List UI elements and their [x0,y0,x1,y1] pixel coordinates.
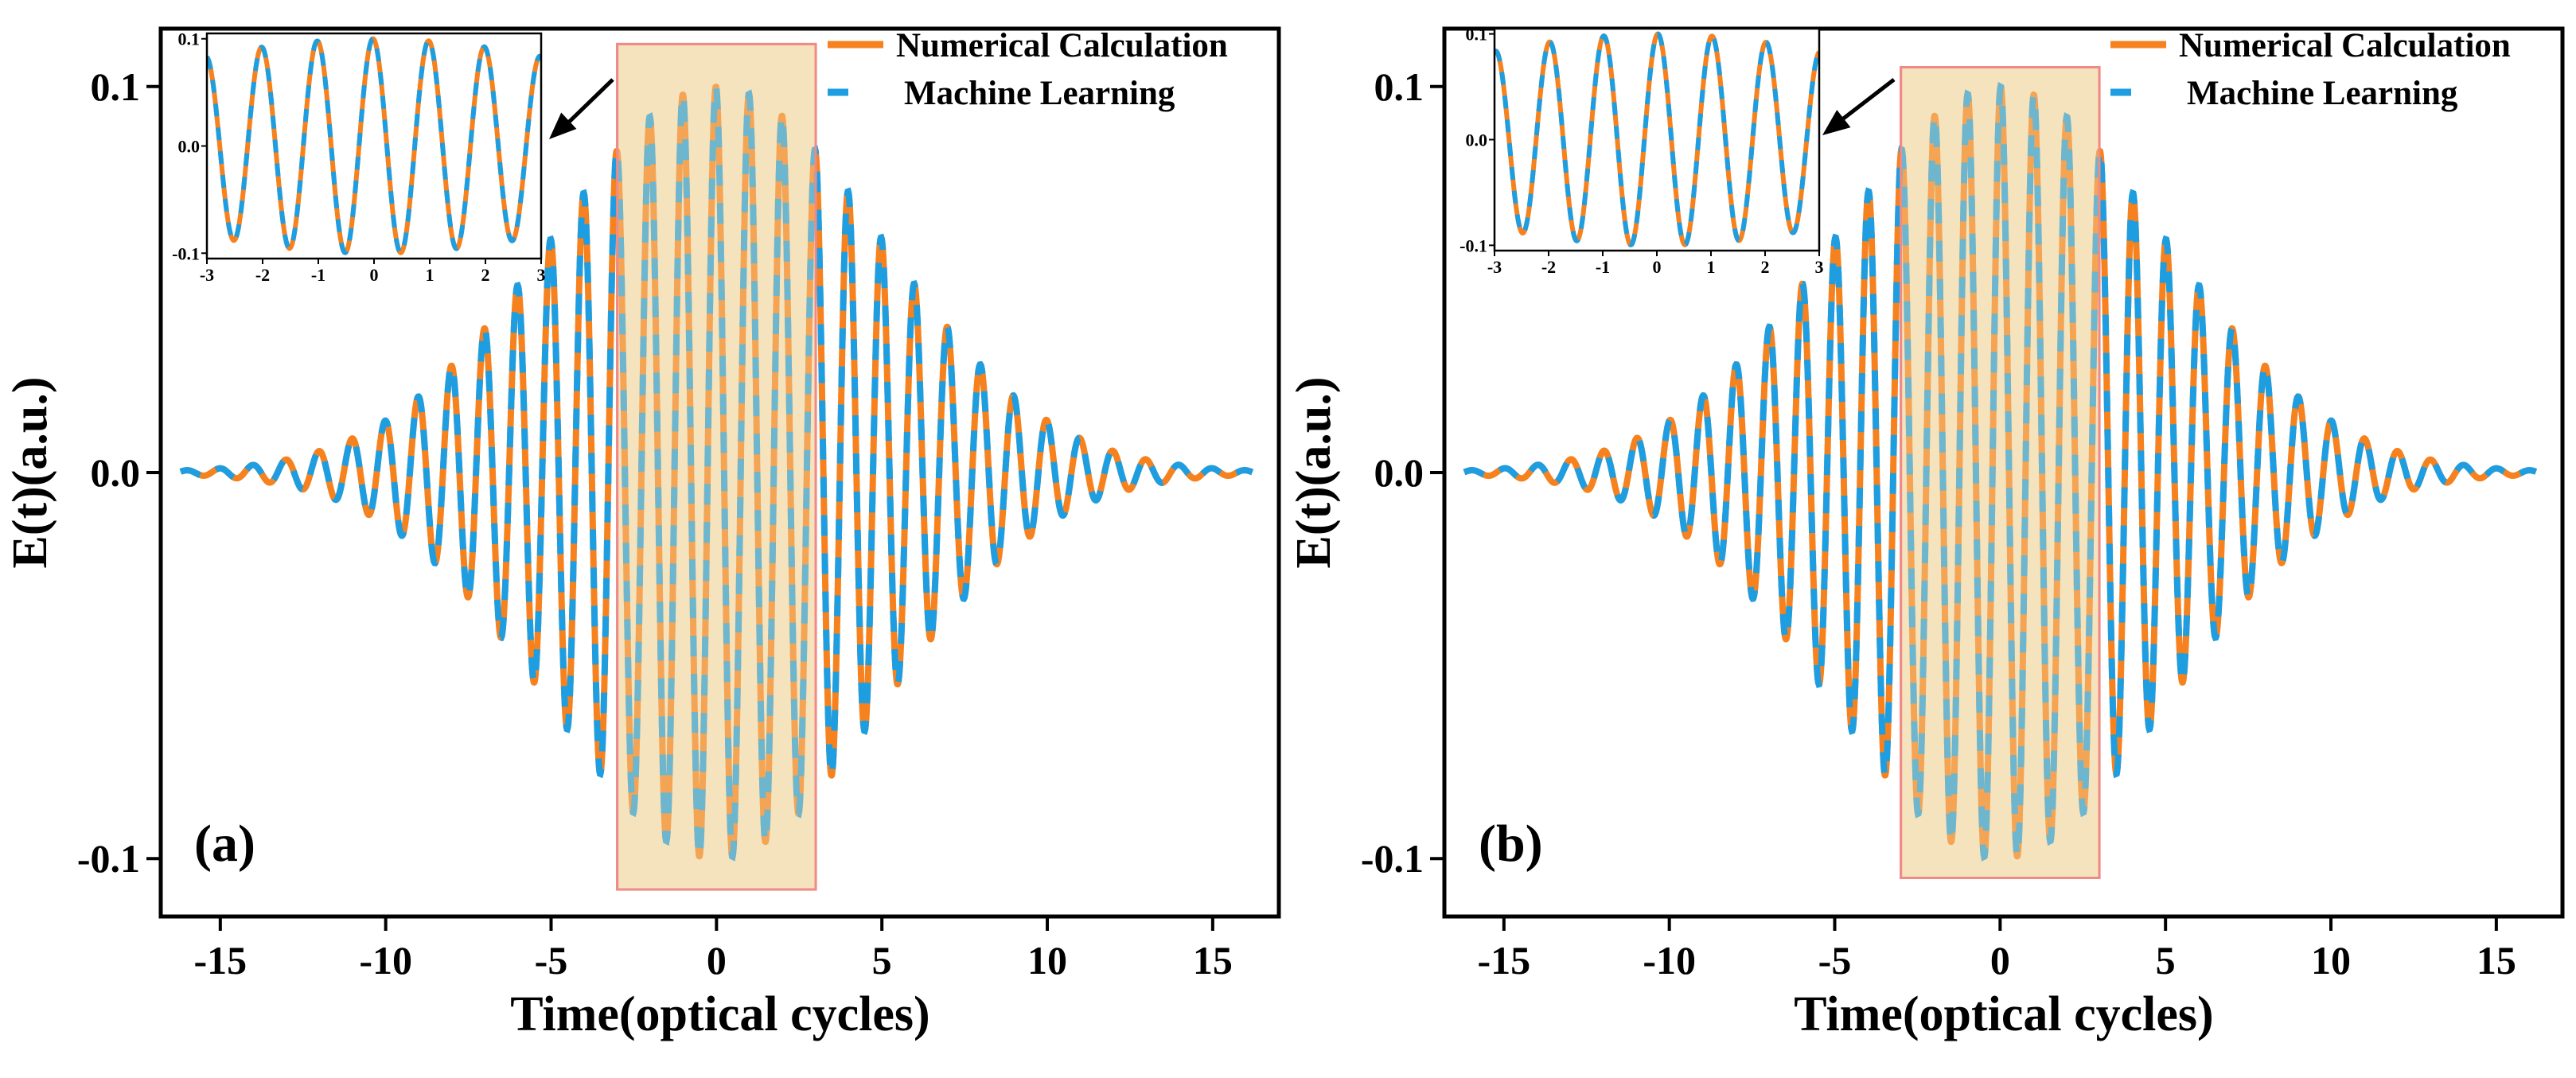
inset-x-tick-label: -2 [1541,257,1556,277]
x-tick-label: 5 [872,938,892,983]
x-tick-label: -5 [1818,938,1852,983]
inset-y-tick-label: 0.0 [178,137,201,157]
inset-x-tick-label: 3 [537,265,546,285]
arrow-head-icon [1822,110,1851,135]
inset-y-tick-label: 0.0 [1466,130,1488,150]
x-tick-label: 0 [1990,938,2010,983]
inset-y-tick-label: 0.1 [1466,25,1488,45]
legend-label-numerical-calculation: Numerical Calculation [2179,27,2511,64]
highlight-region-overlay [616,42,817,891]
x-tick-label: -15 [1477,938,1530,983]
x-tick-label: 10 [1027,938,1067,983]
inset-x-tick-label: 0 [1653,257,1662,277]
y-tick-label: -0.1 [1361,836,1424,881]
x-tick-label: 10 [2311,938,2351,983]
legend-label-machine-learning: Machine Learning [904,75,1175,112]
highlight-region-overlay [1900,66,2101,879]
x-tick-label: -10 [359,938,412,983]
inset-series-machine-learning [207,36,541,255]
inset-plot: -3 -2 -1 0 1 2 3 0.1 0.0 -0.1 [172,29,545,285]
x-tick-label: 5 [2156,938,2176,983]
legend-label-numerical-calculation: Numerical Calculation [896,27,1228,64]
x-tick-label: -5 [535,938,568,983]
pointer-arrow [1834,78,1896,126]
inset-plot: -3 -2 -1 0 1 2 3 0.1 0.0 -0.1 [1459,25,1823,277]
inset-x-tick-label: 3 [1815,257,1824,277]
series-machine-learning [1463,81,2538,862]
x-tick-label: 15 [2477,938,2516,983]
inset-x-tick-label: 1 [426,265,435,285]
x-tick-label: -10 [1643,938,1696,983]
y-tick-label: 0.1 [91,64,141,109]
legend-label-machine-learning: Machine Learning [2187,75,2458,112]
inset-x-tick-label: 2 [481,265,490,285]
inset-series-numerical-calculation [1495,31,1819,247]
inset-background [1495,29,1819,251]
series-machine-learning [179,81,1254,862]
x-tick-label: 0 [707,938,727,983]
arrow-head-icon [549,112,577,139]
panel-label: (a) [194,815,255,873]
y-axis-title: E(t)(a.u.) [1287,376,1341,568]
inset-x-tick-label: 2 [1761,257,1770,277]
y-axis-title: E(t)(a.u.) [3,376,57,568]
inset-x-tick-label: 1 [1707,257,1716,277]
legend: Numerical Calculation Machine Learning [2110,27,2511,112]
x-axis-title: Time(optical cycles) [510,987,929,1041]
inset-x-tick-label: -1 [1596,257,1610,277]
inset-x-tick-label: -2 [255,265,270,285]
x-tick-label: 15 [1193,938,1233,983]
y-tick-label: -0.1 [77,836,140,881]
inset-y-tick-label: -0.1 [172,243,200,263]
x-tick-label: -15 [193,938,247,983]
inset-x-tick-label: -1 [311,265,325,285]
inset-x-tick-label: -3 [1487,257,1502,277]
y-tick-label: 0.0 [91,450,141,495]
legend: Numerical Calculation Machine Learning [828,27,1228,112]
y-tick-label: 0.0 [1374,450,1424,495]
x-axis-title: Time(optical cycles) [1794,987,2213,1041]
inset-x-tick-label: -3 [200,265,214,285]
pointer-arrow [560,78,614,130]
inset-x-tick-label: 0 [370,265,379,285]
y-tick-label: 0.1 [1374,64,1424,109]
inset-y-tick-label: -0.1 [1459,235,1487,255]
inset-background [207,33,541,259]
panel-label: (b) [1479,815,1543,873]
inset-y-tick-label: 0.1 [178,29,201,49]
